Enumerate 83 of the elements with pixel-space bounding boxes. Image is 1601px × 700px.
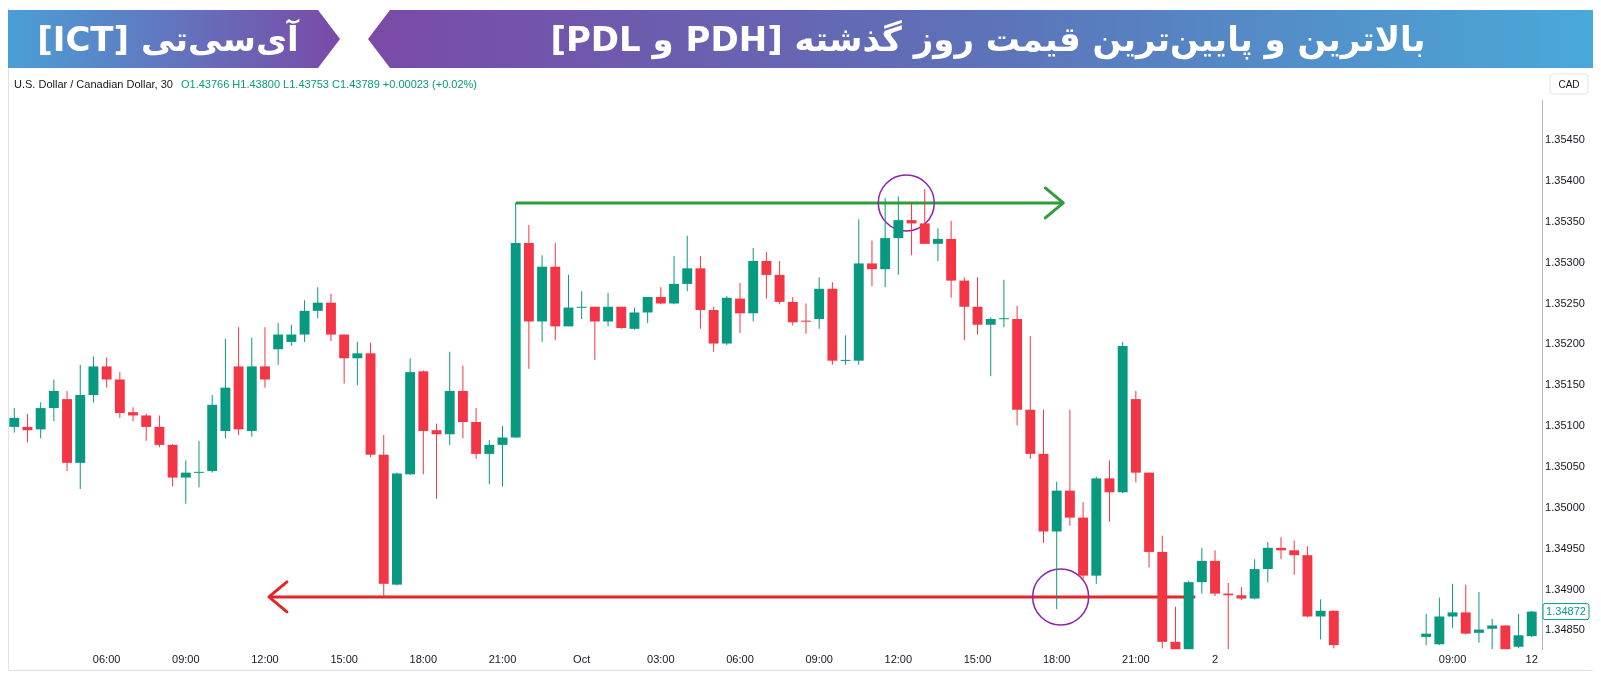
candlestick: [312, 286, 323, 319]
candlestick: [932, 227, 943, 262]
candlestick: [260, 326, 270, 389]
text: 1.34872: [1546, 605, 1586, 618]
candlestick: [273, 322, 284, 366]
y-tick-label: 1.35000: [1545, 500, 1585, 513]
candlestick: [867, 240, 877, 287]
x-tick-label: Oct: [573, 653, 591, 665]
candlestick: [576, 290, 587, 320]
candlestick: [629, 307, 640, 331]
candlestick: [1513, 613, 1524, 649]
text: بالاترین و پایین‌ترین قیمت روز گذشته [PDH و PDL]: [550, 18, 1426, 60]
candlestick: [194, 440, 204, 488]
x-tick-label: 12: [1525, 653, 1538, 665]
candlestick: [1196, 547, 1207, 595]
candlestick: [919, 188, 930, 245]
candlestick: [48, 378, 59, 422]
candlestick: [1460, 584, 1471, 635]
y-tick-label: 1.35300: [1545, 255, 1585, 268]
x-tick-label: 09:00: [1438, 653, 1467, 665]
candlestick: [180, 459, 191, 505]
candlestick: [1104, 459, 1115, 523]
candlestick: [735, 282, 745, 334]
y-tick-label: 1.35050: [1545, 459, 1585, 472]
candlestick: [682, 235, 693, 292]
candlestick: [484, 439, 495, 485]
x-tick-label: 06:00: [92, 653, 121, 665]
y-tick-label: 1.34950: [1545, 541, 1585, 554]
candlestick: [1421, 613, 1432, 646]
candlestick: [1487, 618, 1498, 650]
candlestick: [9, 407, 20, 434]
x-tick-label: 18:00: [409, 653, 438, 665]
candlestick: [972, 276, 983, 336]
candlestick: [101, 356, 112, 389]
candlestick: [431, 423, 442, 500]
y-tick-label: 1.35450: [1545, 133, 1585, 146]
candlestick: [339, 334, 350, 385]
candlestick: [840, 334, 851, 366]
x-tick-label: 2: [1211, 653, 1219, 665]
candlestick: [1447, 583, 1458, 629]
y-tick-label: 1.35100: [1545, 419, 1585, 432]
x-tick-label: 12:00: [884, 653, 913, 665]
x-tick-label: 03:00: [647, 653, 675, 665]
x-tick-label: 09:00: [805, 653, 833, 665]
chart-title: U.S. Dollar / Canadian Dollar, 30: [14, 78, 173, 90]
candlestick: [154, 414, 165, 448]
candlestick: [1474, 591, 1484, 644]
x-tick-label: 21:00: [1122, 653, 1150, 665]
x-tick-label: 15:00: [330, 653, 358, 665]
candlestick: [642, 296, 653, 324]
candlestick: [669, 255, 679, 305]
candlestick: [985, 316, 996, 377]
candlestick: [998, 279, 1009, 328]
candlestick: [589, 306, 600, 361]
candlestick: [1262, 541, 1273, 583]
candlestick: [761, 251, 772, 300]
y-tick-label: 1.35350: [1545, 214, 1585, 227]
y-tick-label: 1.35400: [1545, 173, 1585, 186]
candlestick: [787, 296, 798, 327]
x-tick-label: 15:00: [963, 653, 992, 665]
candlestick: [1289, 539, 1300, 576]
x-tick-label: 18:00: [1042, 653, 1071, 665]
y-tick-label: 1.35200: [1545, 337, 1585, 350]
x-tick-label: 21:00: [488, 653, 517, 665]
y-axis-title: CAD: [1558, 78, 1580, 90]
y-tick-label: 1.34900: [1545, 582, 1585, 595]
y-tick-label: 1.35250: [1545, 296, 1585, 309]
candlestick: [801, 302, 811, 335]
x-tick-label: 06:00: [726, 653, 754, 665]
candlestick: [286, 324, 297, 347]
candlestick: [603, 292, 614, 327]
text: آی‌سی‌تی [ICT]: [37, 17, 301, 59]
y-tick-label: 1.35150: [1545, 378, 1585, 391]
x-tick-label: 12:00: [251, 653, 279, 665]
candlestick: [128, 406, 138, 422]
candlestick: [299, 299, 310, 343]
candlestick: [893, 195, 904, 276]
x-tick-label: 09:00: [172, 653, 200, 665]
candlestick: [141, 413, 152, 442]
candlestick: [352, 341, 363, 386]
candlestick: [35, 401, 46, 439]
y-tick-label: 1.34850: [1545, 623, 1585, 636]
text: O1.43766 H1.43800 L1.43753 C1.43789 +0.00023 (+0.02%): [180, 78, 477, 90]
